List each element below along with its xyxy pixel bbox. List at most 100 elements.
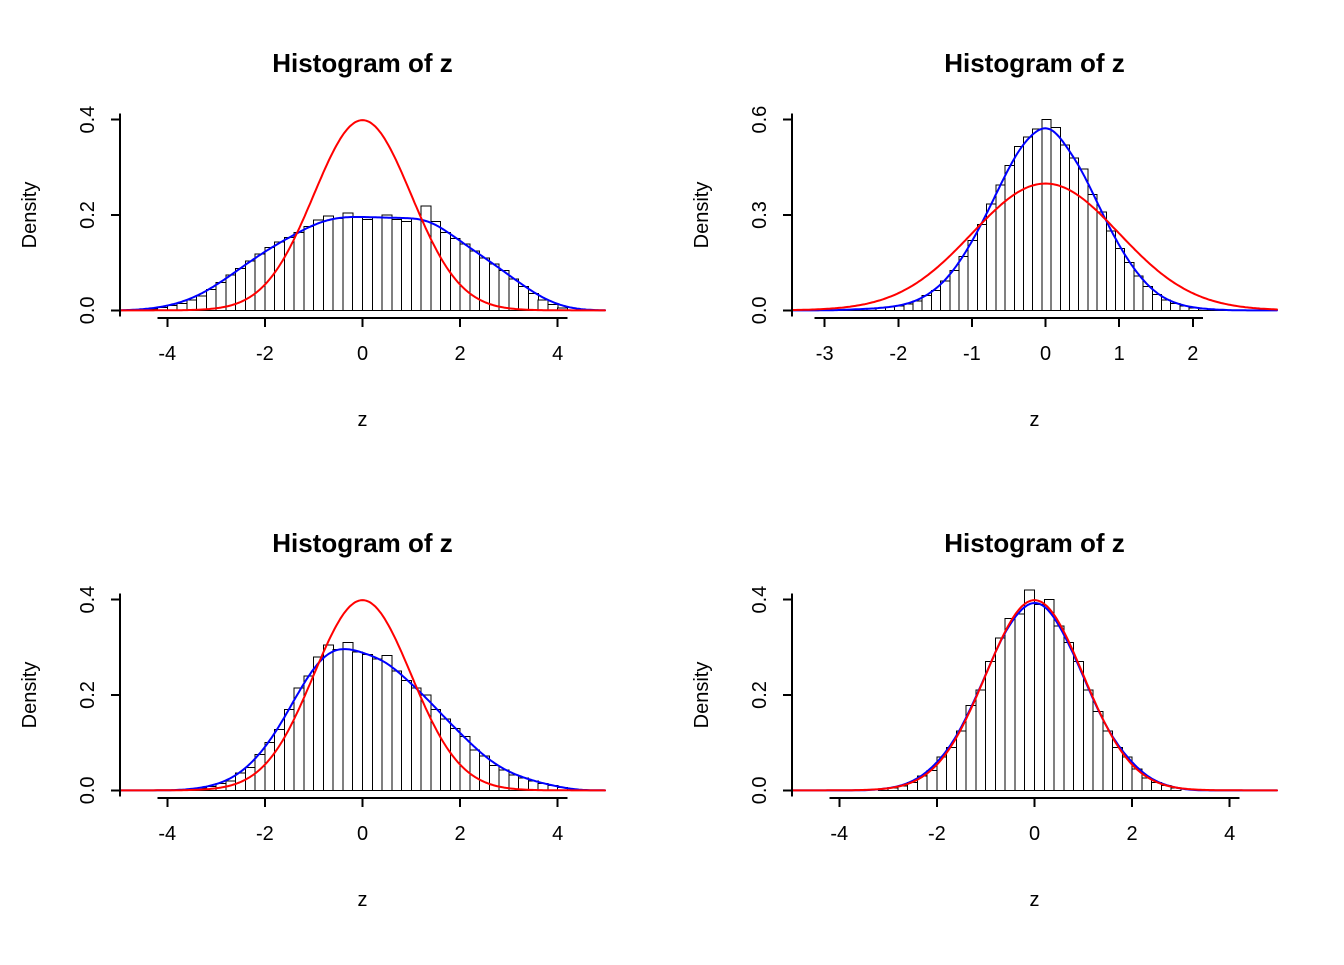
panel-title: Histogram of z (944, 48, 1125, 78)
histogram-bar (352, 651, 364, 791)
y-tick-label: 0.0 (77, 296, 99, 324)
histogram-bar (244, 260, 256, 311)
y-tick-label: 0.2 (749, 681, 771, 709)
histogram-bar (940, 280, 951, 311)
histogram-bar (205, 288, 217, 311)
x-tick-label: 2 (455, 823, 466, 845)
bars-group (147, 205, 569, 311)
histogram-panel-bottom-right: Histogram of z -4 -2 0 2 4 z 0.0 0.2 0.4 Density (672, 480, 1344, 960)
histogram-bar (1092, 711, 1104, 791)
histogram-bar (410, 687, 422, 791)
kernel-density-curve (119, 216, 606, 312)
histogram-bar (985, 661, 997, 791)
histogram-bar (391, 670, 403, 791)
x-axis-label: z (358, 889, 368, 911)
x-tick-label: 0 (357, 823, 368, 845)
y-axis-label: Density (691, 182, 713, 249)
histogram-bar (498, 269, 510, 311)
histogram-bar (323, 215, 334, 311)
histogram-bar (1013, 146, 1024, 311)
histogram-bar (313, 219, 325, 311)
histogram-bar (440, 718, 451, 791)
histogram-svg-top-right: Histogram of z -3 -2 -1 0 1 2 z 0.0 0.3 0.6 Density (691, 48, 1278, 431)
histogram-bar (430, 221, 442, 311)
histogram-bar (995, 637, 1006, 791)
histogram-bar (986, 203, 997, 311)
x-tick-label: -2 (256, 343, 274, 365)
standard-normal-curve (119, 599, 606, 792)
histogram-bar (1050, 127, 1061, 311)
histogram-bar (469, 250, 481, 311)
histogram-bar (1096, 211, 1107, 311)
histogram-bar (912, 300, 923, 311)
y-tick-label: 0.4 (749, 586, 771, 614)
x-axis: -4 -2 0 2 4 (157, 317, 568, 365)
y-axis-label: Density (19, 182, 41, 249)
standard-normal-curve (791, 599, 1278, 792)
histogram-bar (293, 232, 305, 311)
bars-group (877, 589, 1182, 791)
histogram-bar (1032, 128, 1043, 311)
histogram-bar (371, 658, 383, 791)
histogram-bar (381, 214, 393, 311)
x-tick-label: -4 (158, 823, 176, 845)
y-axis-label: Density (19, 662, 41, 729)
histogram-bar (1069, 157, 1080, 311)
x-tick-label: 4 (1224, 823, 1235, 845)
histogram-bar (1004, 618, 1016, 791)
x-tick-label: 4 (552, 343, 563, 365)
histogram-bar (1014, 613, 1026, 791)
histogram-bar (1073, 661, 1084, 791)
histogram-bar (332, 649, 344, 791)
y-tick-label: 0.4 (77, 106, 99, 134)
y-tick-label: 0.2 (77, 681, 99, 709)
x-tick-label: 0 (357, 343, 368, 365)
histogram-bar (362, 654, 373, 791)
x-tick-label: 2 (1187, 343, 1198, 365)
histogram-bar (1087, 193, 1098, 311)
y-axis: 0.0 0.2 0.4 (77, 106, 121, 324)
y-tick-label: 0.6 (749, 106, 771, 134)
histogram-bar (1043, 599, 1055, 791)
histogram-bar (976, 224, 988, 311)
histogram-panel-top-right: Histogram of z -3 -2 -1 0 1 2 z 0.0 0.3 0.6 Density (672, 0, 1344, 480)
standard-normal-curve (119, 119, 606, 312)
x-tick-label: 0 (1040, 343, 1051, 365)
y-tick-label: 0.0 (77, 776, 99, 804)
histogram-bar (254, 253, 266, 311)
x-axis: -3 -2 -1 0 1 2 (814, 317, 1203, 365)
x-tick-label: -2 (928, 823, 946, 845)
x-tick-label: -4 (158, 343, 176, 365)
x-axis-label: z (1030, 889, 1040, 911)
histogram-bar (303, 225, 315, 311)
y-tick-label: 0.4 (77, 586, 99, 614)
x-tick-label: -2 (889, 343, 907, 365)
histogram-bar (1142, 286, 1153, 311)
histogram-bar (1161, 299, 1172, 311)
x-tick-label: -3 (816, 343, 834, 365)
histogram-bar (1059, 144, 1070, 311)
x-tick-label: -1 (963, 343, 981, 365)
x-tick-label: 1 (1114, 343, 1125, 365)
bars-group (838, 119, 1227, 311)
histogram-bar (479, 755, 490, 791)
histogram-svg-top-left: Histogram of z -4 -2 0 2 4 z 0.0 0.2 0.4 Density (19, 48, 606, 431)
panel-title: Histogram of z (272, 528, 453, 558)
histogram-bar (1112, 747, 1123, 791)
y-axis: 0.0 0.3 0.6 (749, 106, 793, 324)
histogram-bar (930, 289, 942, 311)
x-tick-label: 2 (1127, 823, 1138, 845)
panel-title: Histogram of z (272, 48, 453, 78)
histogram-bar (1063, 642, 1075, 791)
histogram-bar (528, 293, 539, 311)
histogram-bar (537, 299, 549, 311)
histogram-panel-bottom-left: Histogram of z -4 -2 0 2 4 z 0.0 0.2 0.4 Density (0, 480, 672, 960)
histogram-bar (186, 299, 198, 311)
y-axis-label: Density (691, 662, 713, 729)
standard-normal-curve (791, 182, 1278, 311)
histogram-bar (1053, 625, 1065, 791)
histogram-bar (946, 747, 957, 791)
histogram-bar (1034, 603, 1045, 791)
y-tick-label: 0.0 (749, 776, 771, 804)
